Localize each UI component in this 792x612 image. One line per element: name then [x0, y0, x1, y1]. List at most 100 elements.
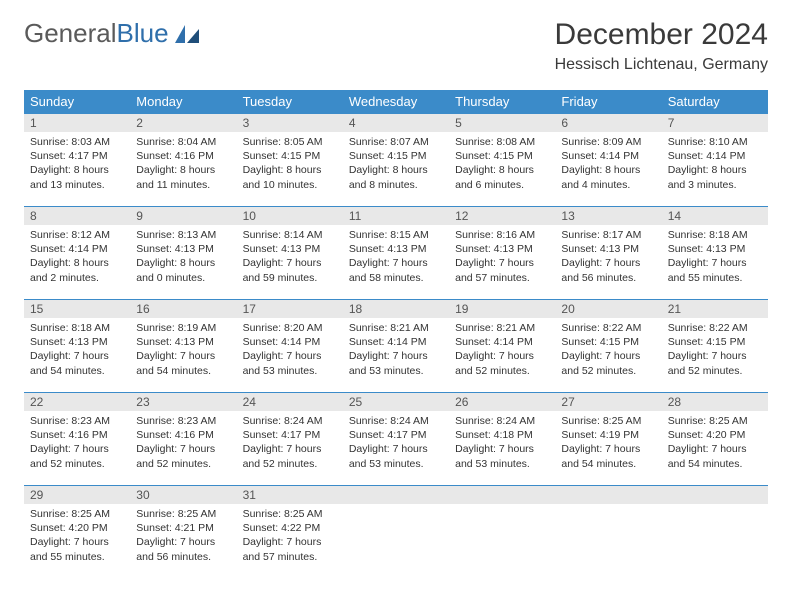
sunset-text: Sunset: 4:17 PM: [30, 149, 124, 163]
sunrise-text: Sunrise: 8:25 AM: [668, 414, 762, 428]
calendar-week-row: 29Sunrise: 8:25 AMSunset: 4:20 PMDayligh…: [24, 486, 768, 579]
calendar-week-row: 1Sunrise: 8:03 AMSunset: 4:17 PMDaylight…: [24, 114, 768, 207]
sunset-text: Sunset: 4:14 PM: [30, 242, 124, 256]
daylight-text-2: and 13 minutes.: [30, 178, 124, 192]
sunrise-text: Sunrise: 8:24 AM: [243, 414, 337, 428]
daylight-text-1: Daylight: 8 hours: [136, 256, 230, 270]
day-info: [449, 504, 555, 511]
daylight-text-1: Daylight: 7 hours: [561, 349, 655, 363]
daylight-text-2: and 8 minutes.: [349, 178, 443, 192]
logo-text-gray: General: [24, 18, 117, 49]
day-number: 29: [24, 486, 130, 504]
calendar-day-cell: 3 Sunrise: 8:05 AMSunset: 4:15 PMDaylight…: [237, 114, 343, 207]
sunset-text: Sunset: 4:19 PM: [561, 428, 655, 442]
sunset-text: Sunset: 4:15 PM: [561, 335, 655, 349]
calendar-day-cell: [449, 486, 555, 579]
title-block: December 2024 Hessisch Lichtenau, German…: [555, 18, 768, 74]
day-info: Sunrise: 8:03 AMSunset: 4:17 PMDaylight:…: [24, 132, 130, 196]
day-number: 3: [237, 114, 343, 132]
calendar-day-cell: 15Sunrise: 8:18 AMSunset: 4:13 PMDayligh…: [24, 300, 130, 393]
sunset-text: Sunset: 4:15 PM: [455, 149, 549, 163]
daylight-text-1: Daylight: 7 hours: [136, 442, 230, 456]
sunset-text: Sunset: 4:16 PM: [136, 149, 230, 163]
sunrise-text: Sunrise: 8:24 AM: [349, 414, 443, 428]
daylight-text-1: Daylight: 7 hours: [561, 256, 655, 270]
day-number: 7: [662, 114, 768, 132]
day-info: Sunrise: 8:20 AMSunset: 4:14 PMDaylight:…: [237, 318, 343, 382]
day-number: 8: [24, 207, 130, 225]
daylight-text-2: and 55 minutes.: [668, 271, 762, 285]
weekday-header-row: Sunday Monday Tuesday Wednesday Thursday…: [24, 90, 768, 114]
daylight-text-1: Daylight: 8 hours: [561, 163, 655, 177]
daylight-text-2: and 58 minutes.: [349, 271, 443, 285]
daylight-text-1: Daylight: 7 hours: [668, 349, 762, 363]
sunrise-text: Sunrise: 8:19 AM: [136, 321, 230, 335]
day-number: 5: [449, 114, 555, 132]
daylight-text-1: Daylight: 8 hours: [136, 163, 230, 177]
sunrise-text: Sunrise: 8:05 AM: [243, 135, 337, 149]
day-number: 2: [130, 114, 236, 132]
calendar-day-cell: [662, 486, 768, 579]
daylight-text-2: and 3 minutes.: [668, 178, 762, 192]
daylight-text-2: and 52 minutes.: [243, 457, 337, 471]
sunset-text: Sunset: 4:22 PM: [243, 521, 337, 535]
day-info: Sunrise: 8:04 AMSunset: 4:16 PMDaylight:…: [130, 132, 236, 196]
day-info: [662, 504, 768, 511]
day-number: 24: [237, 393, 343, 411]
daylight-text-2: and 52 minutes.: [561, 364, 655, 378]
day-info: [555, 504, 661, 511]
day-info: [343, 504, 449, 511]
weekday-header: Friday: [555, 90, 661, 114]
daylight-text-1: Daylight: 7 hours: [349, 349, 443, 363]
daylight-text-1: Daylight: 7 hours: [349, 256, 443, 270]
sunset-text: Sunset: 4:15 PM: [243, 149, 337, 163]
day-info: Sunrise: 8:13 AMSunset: 4:13 PMDaylight:…: [130, 225, 236, 289]
day-info: Sunrise: 8:25 AMSunset: 4:20 PMDaylight:…: [662, 411, 768, 475]
sunrise-text: Sunrise: 8:08 AM: [455, 135, 549, 149]
daylight-text-2: and 0 minutes.: [136, 271, 230, 285]
daylight-text-1: Daylight: 7 hours: [30, 535, 124, 549]
sunset-text: Sunset: 4:13 PM: [668, 242, 762, 256]
daylight-text-2: and 53 minutes.: [349, 364, 443, 378]
calendar-day-cell: 19Sunrise: 8:21 AMSunset: 4:14 PMDayligh…: [449, 300, 555, 393]
calendar-day-cell: 1Sunrise: 8:03 AMSunset: 4:17 PMDaylight…: [24, 114, 130, 207]
calendar-day-cell: 17Sunrise: 8:20 AMSunset: 4:14 PMDayligh…: [237, 300, 343, 393]
sunrise-text: Sunrise: 8:18 AM: [30, 321, 124, 335]
daylight-text-2: and 55 minutes.: [30, 550, 124, 564]
logo: GeneralBlue: [24, 18, 201, 49]
day-info: Sunrise: 8:17 AMSunset: 4:13 PMDaylight:…: [555, 225, 661, 289]
day-info: Sunrise: 8:25 AMSunset: 4:21 PMDaylight:…: [130, 504, 236, 568]
daylight-text-2: and 57 minutes.: [455, 271, 549, 285]
daylight-text-1: Daylight: 7 hours: [349, 442, 443, 456]
day-number: 25: [343, 393, 449, 411]
daylight-text-1: Daylight: 7 hours: [243, 256, 337, 270]
day-info: Sunrise: 8:19 AMSunset: 4:13 PMDaylight:…: [130, 318, 236, 382]
day-number: 11: [343, 207, 449, 225]
day-number: [343, 486, 449, 504]
day-number: 23: [130, 393, 236, 411]
sunset-text: Sunset: 4:16 PM: [136, 428, 230, 442]
sunset-text: Sunset: 4:13 PM: [136, 242, 230, 256]
sunrise-text: Sunrise: 8:21 AM: [455, 321, 549, 335]
sunrise-text: Sunrise: 8:25 AM: [561, 414, 655, 428]
daylight-text-1: Daylight: 7 hours: [455, 349, 549, 363]
sunset-text: Sunset: 4:13 PM: [455, 242, 549, 256]
calendar-day-cell: 30Sunrise: 8:25 AMSunset: 4:21 PMDayligh…: [130, 486, 236, 579]
day-info: Sunrise: 8:24 AMSunset: 4:17 PMDaylight:…: [237, 411, 343, 475]
day-info: Sunrise: 8:12 AMSunset: 4:14 PMDaylight:…: [24, 225, 130, 289]
calendar-day-cell: 7Sunrise: 8:10 AMSunset: 4:14 PMDaylight…: [662, 114, 768, 207]
daylight-text-2: and 52 minutes.: [136, 457, 230, 471]
sunset-text: Sunset: 4:16 PM: [30, 428, 124, 442]
sunrise-text: Sunrise: 8:25 AM: [243, 507, 337, 521]
sunrise-text: Sunrise: 8:07 AM: [349, 135, 443, 149]
sunrise-text: Sunrise: 8:25 AM: [136, 507, 230, 521]
day-number: 14: [662, 207, 768, 225]
sunset-text: Sunset: 4:15 PM: [349, 149, 443, 163]
daylight-text-2: and 57 minutes.: [243, 550, 337, 564]
day-number: 19: [449, 300, 555, 318]
sunset-text: Sunset: 4:13 PM: [561, 242, 655, 256]
daylight-text-1: Daylight: 8 hours: [243, 163, 337, 177]
day-number: 12: [449, 207, 555, 225]
sunset-text: Sunset: 4:18 PM: [455, 428, 549, 442]
day-number: [555, 486, 661, 504]
